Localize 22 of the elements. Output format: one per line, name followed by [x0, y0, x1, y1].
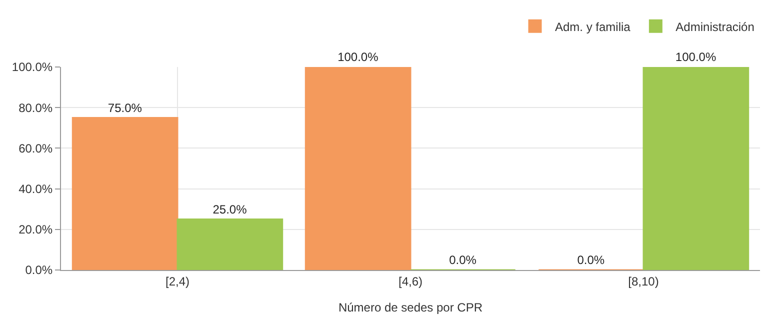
data-label: 0.0% [449, 253, 477, 267]
data-label: 100.0% [675, 50, 716, 64]
data-label: 0.0% [577, 253, 605, 267]
bar [304, 67, 412, 270]
y-tick-label: 40.0% [18, 182, 53, 196]
y-tick-label: 100.0% [12, 60, 53, 74]
bar [642, 67, 750, 270]
y-tick-label: 0.0% [25, 263, 53, 278]
y-tick-label: 20.0% [18, 222, 53, 237]
x-tick-label: [2,4) [165, 274, 190, 288]
y-tick-label: 60.0% [18, 141, 53, 156]
x-tick-label: [8,10) [628, 274, 659, 288]
bar [176, 218, 284, 270]
data-label: 100.0% [338, 50, 379, 64]
y-tick-label: 80.0% [18, 100, 53, 115]
x-axis-title: Número de sedes por CPR [338, 300, 483, 314]
x-tick-label: [4,6) [398, 274, 423, 288]
data-label: 25.0% [212, 202, 248, 216]
legend-label: Administración [676, 20, 754, 34]
data-label: 75.0% [108, 100, 142, 115]
legend-label: Adm. y familia [555, 20, 631, 34]
bar [72, 117, 178, 270]
